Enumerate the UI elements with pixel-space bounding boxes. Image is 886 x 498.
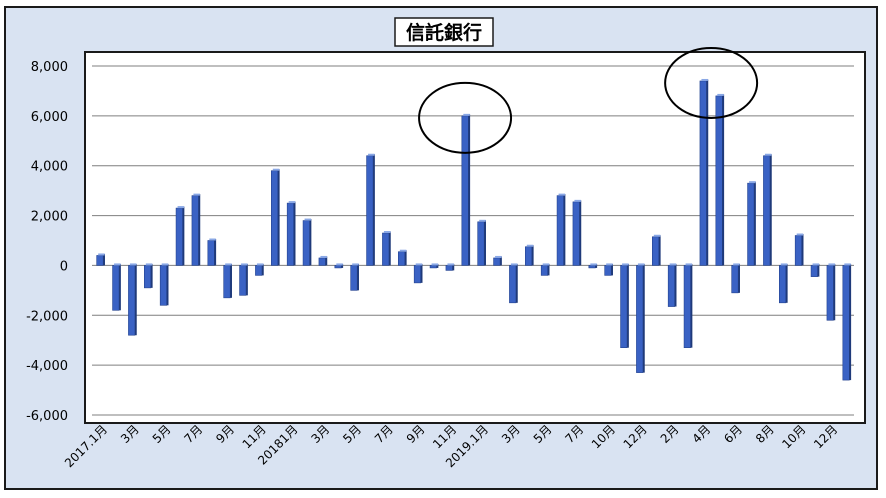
bars	[96, 78, 852, 381]
x-tick-label: 11月	[240, 422, 269, 451]
annotation-circle	[664, 46, 759, 119]
bar	[794, 233, 804, 266]
bar	[556, 193, 566, 266]
x-tick-label: 2月	[658, 422, 682, 446]
x-tick-label: 5月	[340, 422, 364, 446]
x-tick-label: 2017.1月	[62, 422, 110, 470]
x-tick-label: 5月	[150, 422, 174, 446]
bar	[144, 263, 153, 289]
bar	[429, 263, 439, 269]
bar	[255, 263, 264, 276]
bar	[461, 113, 471, 266]
gridlines	[92, 65, 854, 416]
bar	[779, 263, 788, 304]
bar	[810, 263, 820, 277]
y-tick-label: 6,000	[31, 110, 68, 125]
chart-title: 信託銀行	[406, 21, 482, 44]
bar	[747, 181, 756, 266]
x-tick-label: 10月	[779, 422, 808, 451]
x-tick-label: 6月	[721, 422, 745, 446]
y-tick-label: 4,000	[31, 160, 68, 175]
chart-title-border	[394, 17, 494, 47]
bar	[652, 234, 661, 266]
x-tick-label: 10月	[589, 422, 618, 451]
annotations	[418, 46, 759, 154]
x-tick-label: 7月	[372, 422, 396, 446]
bar	[334, 263, 344, 269]
bar	[588, 263, 598, 269]
bar	[191, 193, 201, 266]
y-tick-label: 8,000	[31, 60, 68, 75]
bar	[286, 201, 296, 266]
x-tick-label: 12月	[621, 422, 650, 451]
y-tick-label: -6,000	[26, 409, 68, 424]
bar	[382, 231, 391, 266]
bar	[699, 78, 709, 266]
plot-area	[92, 62, 854, 415]
bar	[715, 93, 725, 266]
bar	[366, 153, 375, 266]
bar	[493, 255, 502, 266]
bar	[350, 263, 359, 291]
bar	[477, 219, 486, 266]
annotation-circle	[418, 81, 513, 154]
bar	[223, 263, 232, 299]
y-tick-label: -4,000	[26, 359, 68, 374]
x-tick-label: 5月	[531, 422, 555, 446]
chart-title-box: 信託銀行	[394, 17, 494, 47]
bar	[207, 238, 217, 266]
bar	[302, 218, 312, 266]
bar	[525, 244, 534, 266]
x-tick-label: 12月	[811, 422, 840, 451]
bar	[572, 199, 582, 266]
bar	[445, 263, 455, 271]
x-tick-label: 4月	[690, 422, 714, 446]
bar	[731, 263, 740, 294]
bar	[318, 255, 328, 266]
bar	[112, 263, 121, 311]
x-tick-label: 7月	[563, 422, 587, 446]
bar	[271, 168, 280, 266]
x-tick-label: 11月	[430, 422, 459, 451]
bar	[636, 263, 645, 373]
bar	[509, 263, 518, 304]
bar	[239, 263, 248, 296]
x-tick-label: 3月	[309, 422, 333, 446]
y-tick-label: -2,000	[26, 309, 68, 324]
bar	[620, 263, 629, 348]
y-axis-ticks: 8,000 6,000 4,000 2,000 0 -2,000 -4,000 -6,000	[26, 60, 68, 424]
x-tick-label: 8月	[753, 422, 777, 446]
bar	[96, 253, 105, 266]
bar	[842, 263, 852, 381]
bar	[683, 263, 693, 348]
x-tick-label: 7月	[182, 422, 206, 446]
bar	[604, 263, 613, 276]
y-tick-label: 2,000	[31, 210, 68, 225]
x-tick-label: 3月	[118, 422, 142, 446]
bar	[413, 263, 423, 284]
y-tick-label: 0	[60, 259, 68, 274]
bar	[128, 263, 137, 336]
bar	[159, 263, 169, 306]
x-tick-label: 9月	[404, 422, 428, 446]
bar	[175, 206, 185, 266]
x-tick-label: 3月	[499, 422, 523, 446]
bar	[667, 263, 677, 307]
bar	[540, 263, 550, 276]
bar	[763, 153, 772, 266]
bar	[398, 249, 407, 266]
x-tick-label: 9月	[213, 422, 237, 446]
bar	[826, 263, 836, 321]
